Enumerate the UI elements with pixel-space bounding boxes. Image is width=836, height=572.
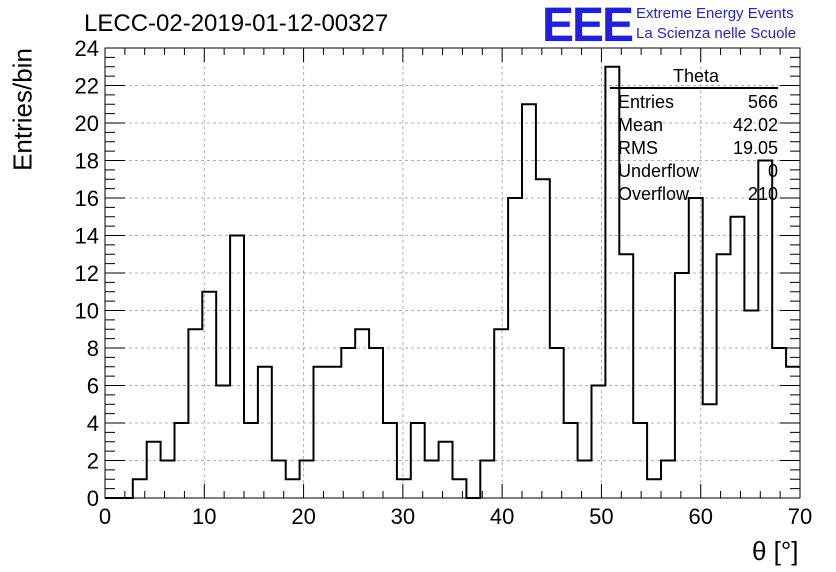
histogram-bin [272, 461, 286, 499]
y-tick-label: 2 [87, 449, 99, 474]
histogram-bin [550, 348, 564, 498]
histogram-bin [536, 179, 550, 498]
histogram-bin [355, 329, 369, 498]
histogram-bin [675, 273, 689, 498]
y-tick-label: 12 [75, 261, 99, 286]
histogram-bin [244, 423, 258, 498]
x-tick-label: 20 [291, 504, 315, 529]
stats-row-overflow: Overflow 210 [610, 183, 778, 206]
x-tick-label: 50 [589, 504, 613, 529]
histogram-bin [633, 423, 647, 498]
y-tick-label: 20 [75, 111, 99, 136]
stats-value: 19.05 [732, 138, 778, 158]
stats-label: RMS [618, 138, 658, 158]
histogram-bin [314, 367, 328, 498]
histogram-bin [480, 461, 494, 499]
histogram-step-line [105, 65, 800, 499]
y-tick-label: 24 [75, 36, 99, 61]
histogram-bin [661, 461, 675, 499]
histogram-bin [731, 217, 745, 498]
histogram-bin [744, 311, 758, 499]
y-tick-label: 6 [87, 374, 99, 399]
histogram-bin [216, 386, 230, 499]
x-tick-label: 0 [99, 504, 111, 529]
histogram-bin [230, 236, 244, 499]
x-tick-label: 30 [391, 504, 415, 529]
histogram-bin [383, 423, 397, 498]
y-tick-label: 8 [87, 336, 99, 361]
stats-label: Mean [618, 115, 664, 135]
histogram-bin [508, 198, 522, 498]
histogram-bin [717, 254, 731, 498]
histogram-bin [147, 442, 161, 498]
histogram-bin [592, 386, 606, 499]
histogram-bin [369, 348, 383, 498]
stats-row-mean: Mean 42.02 [610, 114, 778, 137]
stats-row-rms: RMS 19.05 [610, 137, 778, 160]
histogram-bin [425, 461, 439, 499]
histogram-bin [564, 423, 578, 498]
histogram-bin [772, 348, 786, 498]
histogram-bin [786, 367, 800, 498]
stats-label: Underflow [618, 161, 700, 181]
stats-box: Theta Entries 566 Mean 42.02 RMS 19.05 U… [610, 66, 780, 206]
chart-title: LECC-02-2019-01-12-00327 [84, 10, 389, 37]
histogram-bin [327, 367, 341, 498]
y-tick-label: 0 [87, 486, 99, 511]
stats-value: 566 [747, 92, 778, 112]
stats-divider [610, 87, 778, 89]
histogram-bin [341, 348, 355, 498]
stats-value: 42.02 [732, 115, 778, 135]
logo-caption: Extreme Energy Events La Scienza nelle S… [636, 4, 796, 44]
stats-value: 0 [767, 161, 778, 181]
histogram-bin [397, 479, 411, 498]
x-tick-label: 40 [490, 504, 514, 529]
histogram-bin [258, 367, 272, 498]
histogram-bin [300, 461, 314, 499]
histogram-bin [175, 423, 189, 498]
histogram-bin [689, 198, 703, 498]
x-axis-label: θ [°] [752, 536, 799, 566]
histogram-bin [439, 442, 453, 498]
y-tick-label: 4 [87, 411, 99, 436]
stats-label: Entries [618, 92, 675, 112]
stats-row-underflow: Underflow 0 [610, 160, 778, 183]
histogram-bin [453, 479, 467, 498]
y-tick-label: 16 [75, 186, 99, 211]
histogram-bin [286, 479, 300, 498]
histogram-bin [202, 292, 216, 498]
histogram-bin [578, 461, 592, 499]
histogram-bin [647, 479, 661, 498]
histogram-bin [133, 479, 147, 498]
histogram-bin [494, 329, 508, 498]
histogram-bin [758, 161, 772, 499]
histogram-bin [411, 423, 425, 498]
eee-logo: EEE [542, 0, 634, 52]
histogram-bin [522, 104, 536, 498]
stats-value: 210 [747, 184, 778, 204]
x-tick-label: 70 [788, 504, 812, 529]
x-tick-label: 10 [192, 504, 216, 529]
y-tick-label: 18 [75, 149, 99, 174]
histogram-bin [703, 404, 717, 498]
stats-label: Overflow [618, 184, 690, 204]
histogram-bin [188, 329, 202, 498]
y-axis-label: Entries/bin [7, 48, 38, 171]
y-tick-label: 10 [75, 299, 99, 324]
histogram-bin [619, 254, 633, 498]
stats-row-entries: Entries 566 [610, 91, 778, 114]
x-tick-label: 60 [688, 504, 712, 529]
y-tick-label: 22 [75, 74, 99, 99]
histogram-bin [161, 461, 175, 499]
logo-caption-line2: La Scienza nelle Scuole [636, 25, 797, 42]
stats-title: Theta [672, 66, 720, 86]
y-tick-label: 14 [75, 224, 99, 249]
logo-caption-line1: Extreme Energy Events [636, 5, 794, 22]
